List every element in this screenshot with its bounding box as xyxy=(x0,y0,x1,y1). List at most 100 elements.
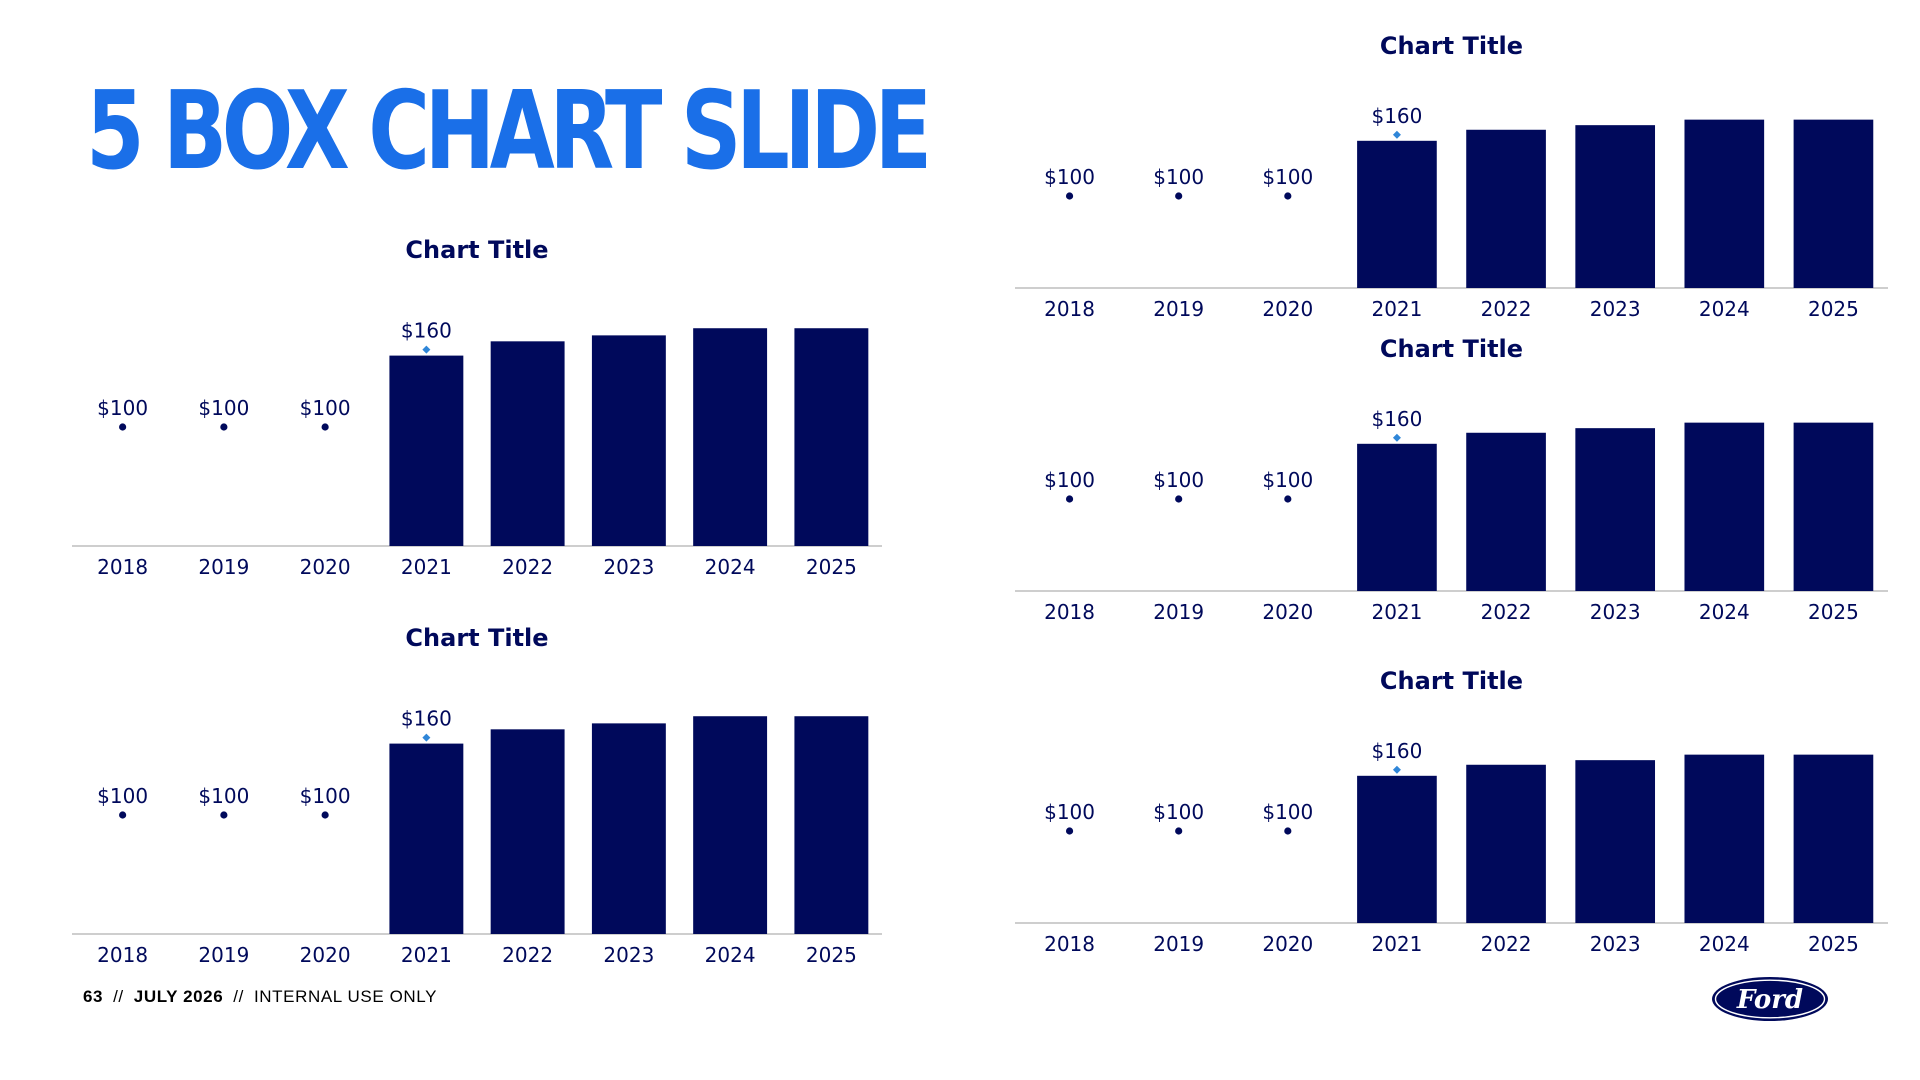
marker-dot-2019 xyxy=(1175,192,1183,200)
data-label-2020: $100 xyxy=(300,784,351,808)
bar-2024 xyxy=(693,328,768,546)
x-tick-label-2023: 2023 xyxy=(1590,932,1641,956)
x-tick-label-2022: 2022 xyxy=(1481,932,1532,956)
footer-separator: // xyxy=(233,987,244,1006)
marker-diamond-2021 xyxy=(422,345,431,354)
data-label-2021: $160 xyxy=(401,319,452,343)
data-label-2018: $100 xyxy=(1044,165,1095,189)
bar-2024 xyxy=(1684,119,1765,288)
bar-2023 xyxy=(1575,760,1656,923)
chart-svg: Chart Title $100 2018 $100 2019 $100 2020 $160 2… xyxy=(72,624,882,967)
data-label-2019: $100 xyxy=(1153,800,1204,824)
x-tick-label-2022: 2022 xyxy=(502,943,553,967)
slide-title: 5 BOX CHART SLIDE xyxy=(86,69,932,194)
data-label-2021: $160 xyxy=(401,707,452,731)
data-label-2019: $100 xyxy=(1153,165,1204,189)
data-label-2018: $100 xyxy=(1044,468,1095,492)
x-tick-label-2018: 2018 xyxy=(97,943,148,967)
bar-2025 xyxy=(1793,754,1874,923)
marker-dot-2018 xyxy=(119,811,127,819)
marker-dot-2020 xyxy=(1284,495,1292,503)
bar-2021 xyxy=(1357,140,1437,288)
x-tick-label-2018: 2018 xyxy=(1044,932,1095,956)
bar-2023 xyxy=(591,723,666,934)
bar-2025 xyxy=(1793,119,1874,288)
bar-2022 xyxy=(1466,764,1546,923)
x-tick-label-2019: 2019 xyxy=(1153,297,1204,321)
x-tick-label-2019: 2019 xyxy=(1153,932,1204,956)
x-tick-label-2024: 2024 xyxy=(1699,932,1750,956)
x-tick-label-2020: 2020 xyxy=(300,555,351,579)
x-tick-label-2018: 2018 xyxy=(1044,600,1095,624)
x-tick-label-2020: 2020 xyxy=(1262,600,1313,624)
bar-2025 xyxy=(794,328,869,546)
footer-date: JULY 2026 xyxy=(133,987,224,1006)
x-tick-label-2022: 2022 xyxy=(502,555,553,579)
bar-2024 xyxy=(1684,422,1765,591)
data-label-2020: $100 xyxy=(1262,165,1313,189)
x-tick-label-2025: 2025 xyxy=(806,555,857,579)
marker-dot-2019 xyxy=(1175,495,1183,503)
x-tick-label-2021: 2021 xyxy=(401,943,452,967)
marker-dot-2020 xyxy=(321,811,329,819)
chart-title: Chart Title xyxy=(405,624,548,652)
bar-2023 xyxy=(1575,428,1656,591)
bar-2021 xyxy=(389,743,464,934)
data-label-2018: $100 xyxy=(97,784,148,808)
marker-dot-2018 xyxy=(1065,192,1074,200)
data-label-2021: $160 xyxy=(1371,104,1422,128)
marker-dot-2019 xyxy=(1175,827,1183,835)
x-tick-label-2019: 2019 xyxy=(198,943,249,967)
marker-diamond-2021 xyxy=(1392,130,1401,139)
data-label-2019: $100 xyxy=(198,784,249,808)
marker-dot-2020 xyxy=(321,423,329,431)
data-label-2020: $100 xyxy=(1262,800,1313,824)
x-tick-label-2023: 2023 xyxy=(1590,297,1641,321)
footer-separator: // xyxy=(113,987,124,1006)
footer: 63 // JULY 2026 // INTERNAL USE ONLY xyxy=(83,987,437,1007)
x-tick-label-2018: 2018 xyxy=(97,555,148,579)
chart-svg: Chart Title $100 2018 $100 2019 $100 2020 $160 2… xyxy=(1015,32,1888,321)
x-tick-label-2023: 2023 xyxy=(603,943,654,967)
marker-dot-2020 xyxy=(1284,192,1292,200)
chart-title: Chart Title xyxy=(1380,335,1523,363)
data-label-2019: $100 xyxy=(1153,468,1204,492)
data-label-2020: $100 xyxy=(1262,468,1313,492)
chart-right-bottom: Chart Title $100 2018 $100 2019 $100 2020 $160 2… xyxy=(1015,667,1888,961)
x-tick-label-2023: 2023 xyxy=(603,555,654,579)
x-tick-label-2022: 2022 xyxy=(1481,297,1532,321)
marker-diamond-2021 xyxy=(1392,765,1401,774)
bar-2025 xyxy=(1793,422,1874,591)
x-tick-label-2025: 2025 xyxy=(1808,297,1859,321)
ford-oval-icon: Ford xyxy=(1712,977,1828,1021)
data-label-2020: $100 xyxy=(300,396,351,420)
data-label-2019: $100 xyxy=(198,396,249,420)
marker-dot-2018 xyxy=(1065,827,1074,835)
ford-logo-text: Ford xyxy=(1736,985,1803,1015)
x-tick-label-2020: 2020 xyxy=(300,943,351,967)
marker-dot-2019 xyxy=(220,423,228,431)
chart-left-bottom: Chart Title $100 2018 $100 2019 $100 2020 $160 2… xyxy=(72,624,882,972)
x-tick-label-2025: 2025 xyxy=(806,943,857,967)
bar-2023 xyxy=(591,335,666,546)
marker-diamond-2021 xyxy=(422,733,431,742)
x-tick-label-2019: 2019 xyxy=(1153,600,1204,624)
x-tick-label-2020: 2020 xyxy=(1262,932,1313,956)
x-tick-label-2024: 2024 xyxy=(705,555,756,579)
ford-logo: Ford xyxy=(1710,975,1830,1028)
bar-2024 xyxy=(1684,754,1765,923)
x-tick-label-2024: 2024 xyxy=(1699,600,1750,624)
marker-dot-2019 xyxy=(220,811,228,819)
marker-diamond-2021 xyxy=(1392,433,1401,442)
chart-title: Chart Title xyxy=(1380,32,1523,60)
data-label-2018: $100 xyxy=(1044,800,1095,824)
footer-classification: INTERNAL USE ONLY xyxy=(253,987,438,1006)
x-tick-label-2025: 2025 xyxy=(1808,932,1859,956)
bar-2023 xyxy=(1575,125,1656,288)
marker-dot-2018 xyxy=(119,423,127,431)
x-tick-label-2021: 2021 xyxy=(401,555,452,579)
bar-2021 xyxy=(1357,775,1437,923)
x-tick-label-2021: 2021 xyxy=(1371,297,1422,321)
marker-dot-2020 xyxy=(1284,827,1292,835)
data-label-2021: $160 xyxy=(1371,407,1422,431)
